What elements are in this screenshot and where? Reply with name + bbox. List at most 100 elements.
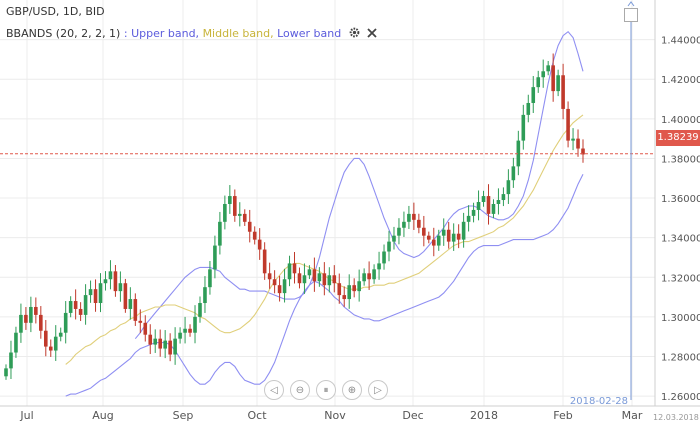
- candle-body: [417, 219, 421, 228]
- candle-body: [427, 235, 431, 240]
- candle-body: [53, 336, 58, 351]
- candle-body: [88, 289, 93, 296]
- y-tick-label: 1.40000: [661, 115, 700, 126]
- scroll-left-button[interactable]: ◁: [264, 380, 284, 400]
- candle-body: [108, 271, 113, 280]
- candle-body: [536, 77, 541, 88]
- candle-body: [103, 279, 108, 284]
- candle-body: [571, 138, 575, 141]
- candle-body: [252, 231, 257, 240]
- candle-body: [367, 273, 371, 280]
- gear-icon[interactable]: [349, 27, 360, 41]
- candle-body: [218, 221, 222, 246]
- candle-body: [173, 338, 177, 355]
- expand-icon[interactable]: [624, 8, 638, 22]
- candle-body: [531, 87, 536, 103]
- candle-body: [511, 166, 516, 181]
- x-tick-label: Feb: [553, 409, 572, 422]
- candle-body: [461, 221, 466, 240]
- candle-body: [337, 283, 342, 296]
- scroll-right-button[interactable]: ▷: [368, 380, 388, 400]
- candle-body: [68, 301, 73, 313]
- candle-body: [362, 273, 366, 282]
- footer-date: 12.03.2018: [653, 413, 699, 422]
- chart-navigation: ◁ ⊖ ⏸ ⊕ ▷: [264, 380, 388, 400]
- candle-body: [233, 196, 237, 216]
- candle-body: [551, 65, 555, 92]
- candle-body: [491, 203, 496, 214]
- x-tick-label: Nov: [324, 409, 346, 422]
- candle-body: [213, 245, 217, 270]
- candle-body: [98, 283, 103, 304]
- indicator-name: BBANDS (20, 2, 2, 1): [6, 27, 121, 40]
- candle-body: [342, 295, 347, 300]
- current-price-label: 1.38239: [656, 130, 700, 146]
- candle-body: [387, 241, 391, 252]
- candle-body: [407, 213, 411, 222]
- candle-body: [237, 213, 242, 216]
- candle-body: [471, 209, 476, 216]
- candle-body: [43, 330, 48, 347]
- zoom-in-button[interactable]: ⊕: [342, 380, 362, 400]
- candle-body: [566, 108, 570, 141]
- candle-body: [297, 273, 302, 284]
- close-icon[interactable]: [367, 27, 377, 41]
- candle-body: [501, 194, 506, 201]
- candle-body: [242, 213, 247, 222]
- x-tick-label: 2018: [470, 409, 498, 422]
- candle-body: [223, 203, 227, 222]
- y-tick-label: 1.26000: [661, 392, 700, 403]
- candle-body: [436, 235, 441, 246]
- candle-body: [73, 301, 78, 309]
- candle-body: [377, 263, 381, 270]
- candle-body: [382, 251, 386, 264]
- x-tick-label: Dec: [402, 409, 423, 422]
- candle-body: [576, 138, 580, 149]
- date-flag: 2018-02-28: [569, 396, 628, 407]
- symbol-legend: GBP/USD, 1D, BID: [6, 5, 105, 18]
- y-tick-label: 1.30000: [661, 313, 700, 324]
- legend-upper-band: Upper band,: [131, 27, 200, 40]
- candle-body: [422, 227, 426, 236]
- candle-body: [93, 289, 98, 304]
- candle-body: [456, 233, 461, 240]
- zoom-out-button[interactable]: ⊖: [290, 380, 310, 400]
- candle-body: [541, 71, 546, 78]
- y-tick-label: 1.28000: [661, 352, 700, 363]
- candle-body: [228, 196, 232, 204]
- y-tick-label: 1.38000: [661, 154, 700, 165]
- candle-body: [24, 314, 28, 323]
- candle-body: [486, 196, 491, 214]
- candle-body: [14, 332, 18, 353]
- y-tick-label: 1.32000: [661, 273, 700, 284]
- candle-body: [441, 229, 446, 236]
- candle-body: [357, 281, 361, 292]
- reset-button[interactable]: ⏸: [316, 380, 336, 400]
- candle-body: [287, 263, 292, 280]
- candle-body: [347, 285, 352, 300]
- candle-body: [193, 316, 197, 333]
- candle-body: [123, 283, 128, 309]
- candle-body: [198, 303, 202, 317]
- candle-body: [48, 346, 53, 351]
- y-tick-label: 1.42000: [661, 75, 700, 86]
- candle-body: [312, 269, 317, 282]
- candle-body: [208, 269, 212, 288]
- candle-body: [506, 180, 511, 195]
- candle-body: [34, 306, 38, 315]
- x-tick-label: Oct: [247, 409, 267, 422]
- candle-body: [496, 200, 501, 204]
- candle-body: [302, 275, 307, 284]
- x-tick-label: Jul: [19, 409, 33, 422]
- candle-body: [332, 275, 337, 284]
- candle-body: [277, 285, 282, 294]
- candle-body: [372, 269, 376, 280]
- candle-body: [556, 75, 560, 92]
- candle-body: [9, 352, 13, 369]
- candle-body: [118, 283, 123, 292]
- x-tick-label: Mar: [622, 409, 643, 422]
- y-tick-label: 1.36000: [661, 194, 700, 205]
- candle-body: [138, 320, 143, 323]
